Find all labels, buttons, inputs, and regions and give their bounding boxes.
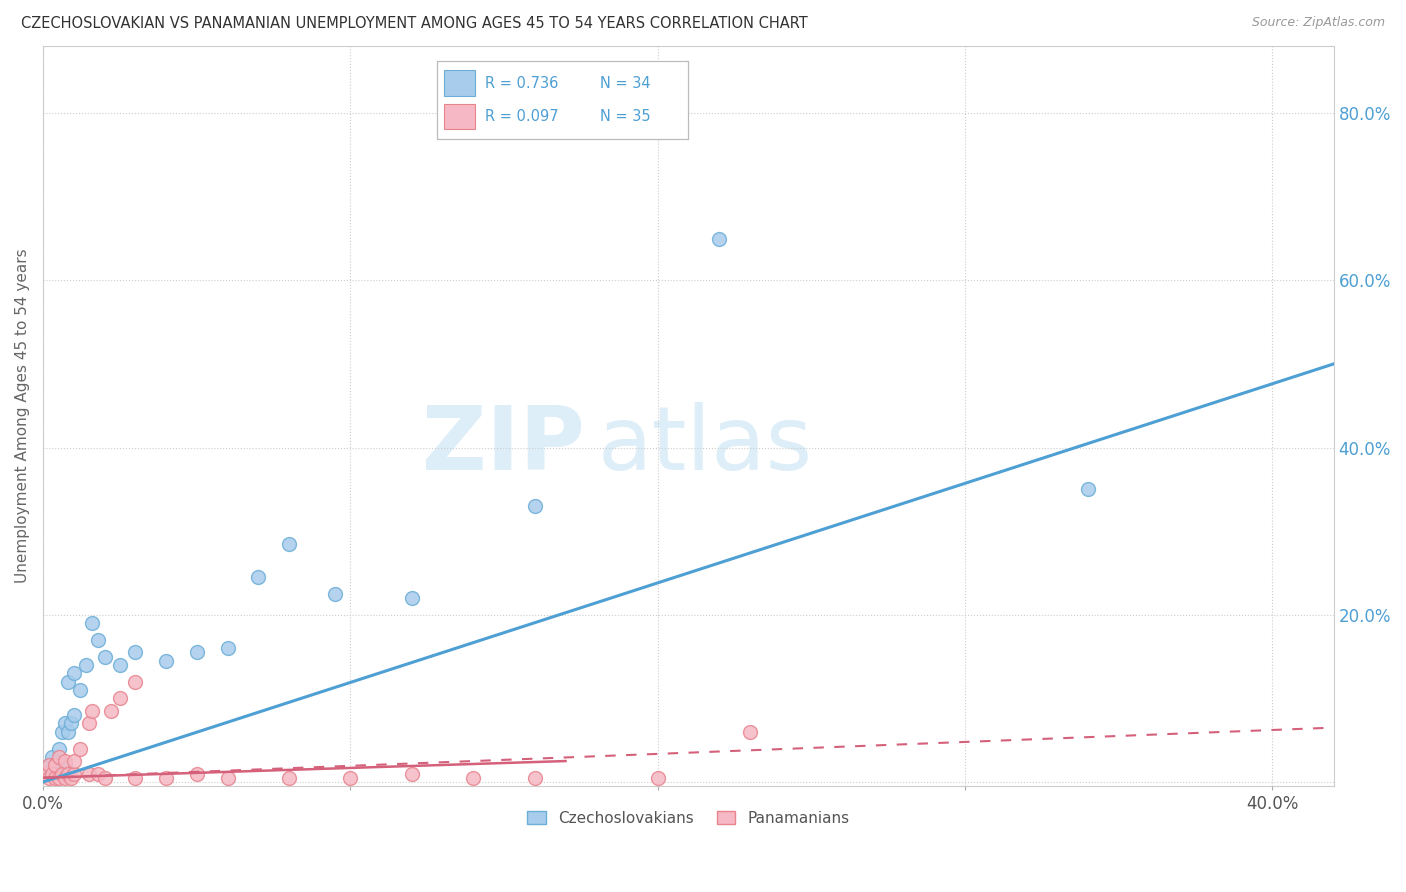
- Point: [401, 766, 423, 780]
- Point: [56, 674, 79, 689]
- Point: [44, 758, 66, 772]
- Point: [51, 758, 73, 772]
- Point: [738, 724, 761, 739]
- Point: [44, 758, 66, 772]
- Point: [323, 587, 346, 601]
- Point: [186, 645, 208, 659]
- Point: [69, 741, 91, 756]
- Point: [63, 666, 86, 681]
- Point: [401, 591, 423, 605]
- Point: [38, 766, 60, 780]
- Point: [56, 724, 79, 739]
- Point: [53, 758, 76, 772]
- Point: [82, 616, 104, 631]
- Point: [56, 766, 79, 780]
- Point: [41, 766, 63, 780]
- Point: [51, 724, 73, 739]
- Point: [35, 766, 58, 780]
- Point: [93, 771, 115, 785]
- Point: [155, 771, 177, 785]
- Point: [79, 766, 101, 780]
- Point: [278, 771, 301, 785]
- Point: [217, 641, 239, 656]
- Text: ZIP: ZIP: [422, 402, 585, 490]
- Point: [278, 536, 301, 550]
- Point: [48, 741, 70, 756]
- Point: [48, 766, 70, 780]
- Point: [155, 654, 177, 668]
- Point: [100, 704, 122, 718]
- Point: [108, 691, 131, 706]
- Point: [247, 570, 270, 584]
- Point: [87, 632, 110, 647]
- Point: [339, 771, 361, 785]
- Point: [41, 750, 63, 764]
- Text: atlas: atlas: [598, 402, 813, 490]
- Point: [51, 766, 73, 780]
- Y-axis label: Unemployment Among Ages 45 to 54 years: Unemployment Among Ages 45 to 54 years: [15, 249, 30, 583]
- Point: [44, 771, 66, 785]
- Point: [53, 754, 76, 768]
- Point: [87, 766, 110, 780]
- Point: [59, 771, 82, 785]
- Point: [124, 674, 146, 689]
- Point: [124, 645, 146, 659]
- Point: [108, 657, 131, 672]
- Point: [59, 716, 82, 731]
- Point: [523, 771, 546, 785]
- Point: [53, 771, 76, 785]
- Point: [63, 766, 86, 780]
- Point: [41, 766, 63, 780]
- Legend: Czechoslovakians, Panamanians: Czechoslovakians, Panamanians: [522, 805, 855, 831]
- Point: [647, 771, 669, 785]
- Point: [75, 657, 97, 672]
- Point: [707, 231, 730, 245]
- Point: [79, 716, 101, 731]
- Point: [35, 766, 58, 780]
- Point: [63, 708, 86, 723]
- Point: [38, 771, 60, 785]
- Point: [82, 704, 104, 718]
- Point: [38, 758, 60, 772]
- Point: [53, 716, 76, 731]
- Point: [186, 766, 208, 780]
- Point: [93, 649, 115, 664]
- Text: Source: ZipAtlas.com: Source: ZipAtlas.com: [1251, 16, 1385, 29]
- Point: [48, 771, 70, 785]
- Text: CZECHOSLOVAKIAN VS PANAMANIAN UNEMPLOYMENT AMONG AGES 45 TO 54 YEARS CORRELATION: CZECHOSLOVAKIAN VS PANAMANIAN UNEMPLOYME…: [21, 16, 808, 31]
- Point: [69, 683, 91, 698]
- Point: [217, 771, 239, 785]
- Point: [1077, 483, 1099, 497]
- Point: [124, 771, 146, 785]
- Point: [38, 758, 60, 772]
- Point: [463, 771, 485, 785]
- Point: [48, 750, 70, 764]
- Point: [63, 754, 86, 768]
- Point: [523, 499, 546, 513]
